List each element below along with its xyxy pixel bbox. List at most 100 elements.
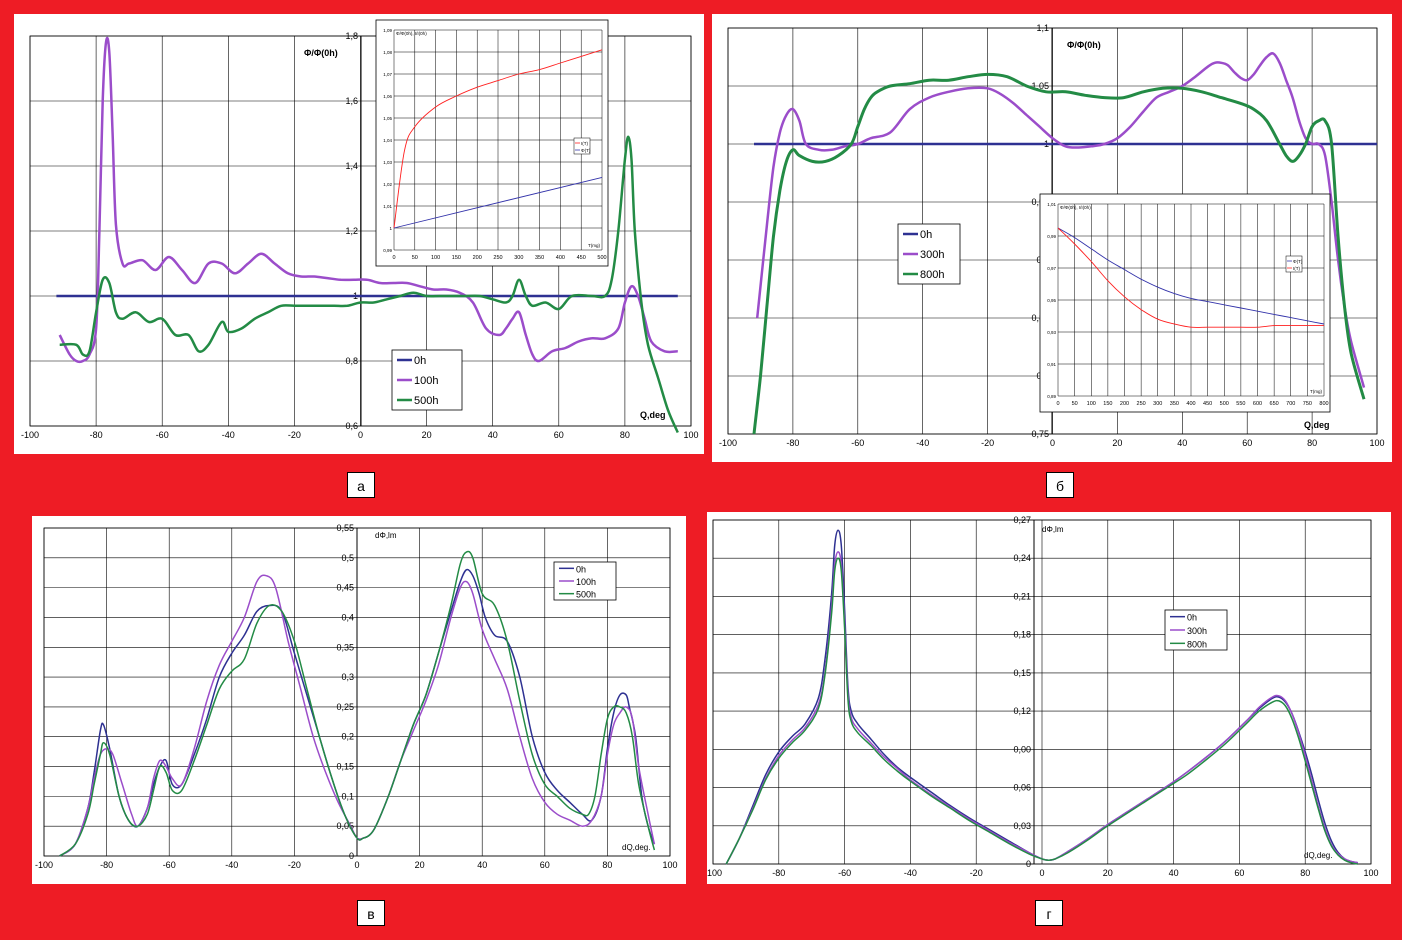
inset-y-tick-label: 0,97	[1047, 266, 1056, 271]
inset-chart: 0 50 100 150 200 250 300 350 400 450 500 0,99 1 1,01 1…	[375, 19, 609, 267]
y-tick-label: 0,4	[341, 612, 354, 622]
x-tick-label: 100	[683, 430, 698, 440]
x-tick-label: 80	[620, 430, 630, 440]
inset-x-tick-label: 0	[392, 255, 395, 261]
y-tick-label: 0,15	[1013, 668, 1031, 678]
inset-x-tick-label: 650	[1270, 401, 1279, 407]
x-tick-label: -40	[916, 438, 929, 448]
inset-y-tick-label: 1,06	[383, 94, 392, 99]
x-tick-label: -60	[156, 430, 169, 440]
inset-y-tick-label: 1,01	[1047, 202, 1056, 207]
inset-y-tick-label: 0,93	[1047, 330, 1056, 335]
y-tick-label: 0,3	[341, 672, 354, 682]
y-tick-label: 0,06	[1013, 783, 1031, 793]
inset-y-tick-label: 0,95	[1047, 298, 1056, 303]
y-tick-label: 0,00	[1013, 744, 1031, 754]
x-tick-label: 0	[354, 860, 359, 870]
y-tick-label: 0,2	[341, 732, 354, 742]
x-axis-label: Q,deg	[1304, 420, 1330, 430]
x-tick-label: 100	[1363, 868, 1378, 878]
x-axis-label: dQ,deg.	[622, 843, 650, 852]
series-line-800h	[752, 72, 1366, 435]
chart-panel-a: -100 -80 -60 -40 -20 0 20 40 60 80 100 0,6 0,8 1 1,2 1,…	[14, 14, 704, 454]
inset-x-tick-label: 350	[1170, 401, 1179, 407]
chart-d: -100-80-60-40-2002040608010000,030,060,0…	[707, 515, 1379, 878]
y-axis-label: dΦ,lm	[375, 531, 397, 540]
inset-y-axis-label: Φ/Φ(0h), I/I(0h)	[396, 31, 427, 36]
x-tick-label: -20	[288, 430, 301, 440]
y-tick-label: 0,1	[341, 791, 354, 801]
x-tick-label: -100	[21, 430, 39, 440]
legend-label-300h: 300h	[1187, 626, 1207, 636]
legend-label-0h: 0h	[576, 564, 586, 574]
y-tick-label: 1,05	[1031, 81, 1049, 91]
caption-b: б	[1046, 472, 1074, 498]
x-tick-label: -100	[707, 868, 722, 878]
x-tick-label: -20	[981, 438, 994, 448]
x-tick-label: -60	[851, 438, 864, 448]
inset-x-tick-label: 200	[1120, 401, 1129, 407]
y-tick-label: 0,15	[336, 762, 354, 772]
inset-x-tick-label: 250	[1137, 401, 1146, 407]
inset-series-line-Φ(T)	[393, 176, 603, 229]
series-line-800h	[725, 557, 1358, 865]
x-tick-label: -20	[288, 860, 301, 870]
y-tick-label: 1,4	[345, 161, 358, 171]
inset-y-tick-label: 1,01	[383, 204, 392, 209]
inset-chart: 0 50 100 150 200 250 300 350 400 450 500 550 600 650 7…	[1039, 193, 1331, 413]
x-tick-label: -80	[90, 430, 103, 440]
inset-y-tick-label: 1,07	[383, 72, 392, 77]
inset-x-tick-label: 800	[1319, 401, 1328, 407]
inset-x-tick-label: 100	[431, 255, 440, 261]
y-tick-label: 0,24	[1013, 553, 1031, 563]
legend-label-0h: 0h	[414, 355, 426, 367]
inset-x-tick-label: 450	[577, 255, 586, 261]
inset-x-tick-label: 500	[1220, 401, 1229, 407]
y-tick-label: 0,45	[336, 583, 354, 593]
legend-label-300h: 300h	[920, 249, 944, 261]
inset-legend-label: Φ(T)	[581, 148, 591, 153]
inset-x-tick-label: 450	[1203, 401, 1212, 407]
inset-x-tick-label: 400	[556, 255, 565, 261]
x-tick-label: 20	[1112, 438, 1122, 448]
x-tick-label: -40	[225, 860, 238, 870]
series-line-100h	[59, 574, 656, 857]
inset-y-tick-label: 1,04	[383, 138, 392, 143]
x-tick-label: 80	[1300, 868, 1310, 878]
inset-y-tick-label: 1,05	[383, 116, 392, 121]
y-tick-label: 0,05	[336, 821, 354, 831]
inset-x-tick-label: 0	[1056, 401, 1059, 407]
series-line-100h	[58, 36, 678, 364]
x-tick-label: -20	[970, 868, 983, 878]
inset-y-axis-label: Φ/Φ(0h), I/I(0h)	[1060, 205, 1091, 210]
inset-y-tick-label: 1,08	[383, 50, 392, 55]
inset-y-tick-label: 1,02	[383, 182, 392, 187]
chart-b: -100-80-60-40-200204060801000,750,00,850…	[719, 23, 1385, 448]
chart-panel-c: -100 -80 -60 -40 -20 0 20 40 60 80 100 0 0,05 0,1 0,15…	[32, 516, 686, 884]
y-axis-label: dΦ,lm	[1042, 525, 1064, 534]
legend-label-800h: 800h	[1187, 639, 1207, 649]
x-tick-label: -80	[786, 438, 799, 448]
y-axis-label: Φ/Φ(0h)	[304, 48, 338, 58]
inset-x-tick-label: 150	[1103, 401, 1112, 407]
x-tick-label: -80	[772, 868, 785, 878]
inset-legend-label: I(T)	[581, 141, 588, 146]
chart-c: -100 -80 -60 -40 -20 0 20 40 60 80 10000,050,10,15…	[35, 523, 678, 870]
y-tick-label: 0,8	[345, 356, 358, 366]
inset-x-tick-label: 150	[452, 255, 461, 261]
y-tick-label: 0,03	[1013, 821, 1031, 831]
y-tick-label: 0,18	[1013, 630, 1031, 640]
x-tick-label: 60	[1234, 868, 1244, 878]
legend-label-0h: 0h	[1187, 613, 1197, 623]
x-tick-label: 60	[540, 860, 550, 870]
y-tick-label: 1,6	[345, 96, 358, 106]
inset-y-tick-label: 1	[389, 226, 392, 231]
x-tick-label: -40	[222, 430, 235, 440]
x-tick-label: 20	[1103, 868, 1113, 878]
plot-frame	[712, 519, 1372, 865]
inset-x-tick-label: 700	[1286, 401, 1295, 407]
x-tick-label: 20	[415, 860, 425, 870]
x-tick-label: -80	[100, 860, 113, 870]
series-line-500h	[59, 550, 656, 857]
chart-panel-d: -100-80-60-40-2002040608010000,030,060,0…	[707, 512, 1391, 884]
